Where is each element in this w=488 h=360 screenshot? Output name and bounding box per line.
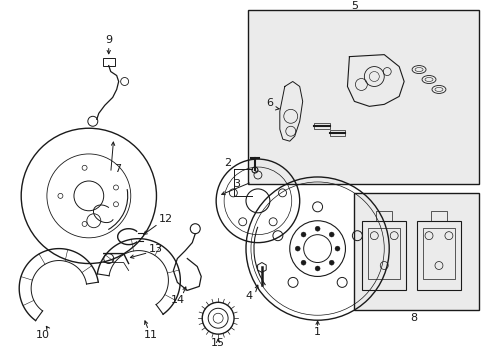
Bar xyxy=(247,10,478,184)
Text: 11: 11 xyxy=(143,330,157,340)
Text: 7: 7 xyxy=(114,164,121,174)
Text: 9: 9 xyxy=(105,35,112,45)
Text: 5: 5 xyxy=(350,1,357,11)
Bar xyxy=(354,193,478,310)
Bar xyxy=(376,211,391,221)
Circle shape xyxy=(301,260,305,265)
Circle shape xyxy=(314,226,320,231)
Text: 2: 2 xyxy=(224,158,231,168)
Text: 15: 15 xyxy=(211,338,224,348)
Bar xyxy=(416,221,460,291)
Circle shape xyxy=(314,266,320,271)
Circle shape xyxy=(301,232,305,237)
Text: 14: 14 xyxy=(171,295,185,305)
Circle shape xyxy=(334,246,339,251)
Bar xyxy=(430,211,446,221)
Bar xyxy=(329,130,345,136)
Text: 6: 6 xyxy=(266,98,273,108)
Text: 12: 12 xyxy=(158,214,172,224)
Bar xyxy=(313,123,329,129)
Text: 1: 1 xyxy=(313,327,321,337)
Text: 4: 4 xyxy=(245,291,252,301)
Bar xyxy=(362,221,406,291)
Circle shape xyxy=(328,232,333,237)
Circle shape xyxy=(328,260,333,265)
Text: 3: 3 xyxy=(233,179,240,189)
Text: 8: 8 xyxy=(410,313,417,323)
Text: 10: 10 xyxy=(36,330,50,340)
Bar xyxy=(367,228,399,279)
Bar xyxy=(422,228,454,279)
Bar xyxy=(102,58,115,66)
Circle shape xyxy=(295,246,300,251)
Text: 13: 13 xyxy=(148,244,162,253)
